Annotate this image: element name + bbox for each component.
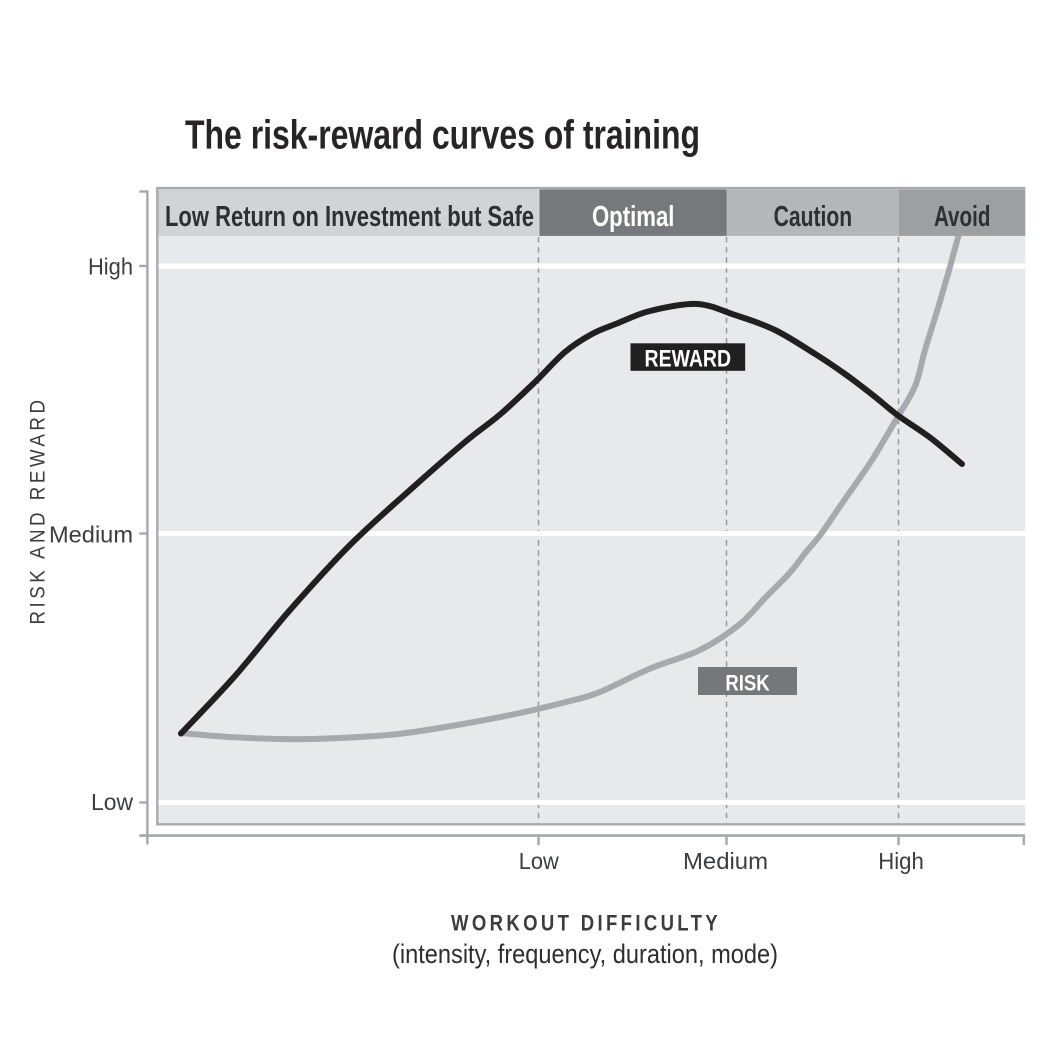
svg-text:Caution: Caution: [774, 201, 853, 233]
svg-text:Avoid: Avoid: [934, 201, 991, 233]
svg-text:REWARD: REWARD: [645, 346, 732, 373]
svg-text:Medium: Medium: [49, 522, 133, 548]
svg-text:RISK: RISK: [725, 671, 770, 696]
svg-text:High: High: [88, 253, 133, 279]
svg-text:RISK AND REWARD: RISK AND REWARD: [26, 397, 50, 625]
svg-text:Medium: Medium: [683, 848, 768, 874]
svg-text:Low: Low: [91, 789, 133, 815]
svg-text:The risk-reward curves of trai: The risk-reward curves of training: [185, 112, 700, 158]
svg-text:WORKOUT DIFFICULTY: WORKOUT DIFFICULTY: [451, 911, 721, 936]
svg-text:High: High: [878, 848, 924, 874]
svg-text:Low Return on Investment but S: Low Return on Investment but Safe: [165, 201, 534, 233]
svg-text:(intensity, frequency, duratio: (intensity, frequency, duration, mode): [392, 939, 778, 969]
svg-text:Optimal: Optimal: [592, 201, 675, 233]
svg-text:Low: Low: [519, 848, 559, 874]
